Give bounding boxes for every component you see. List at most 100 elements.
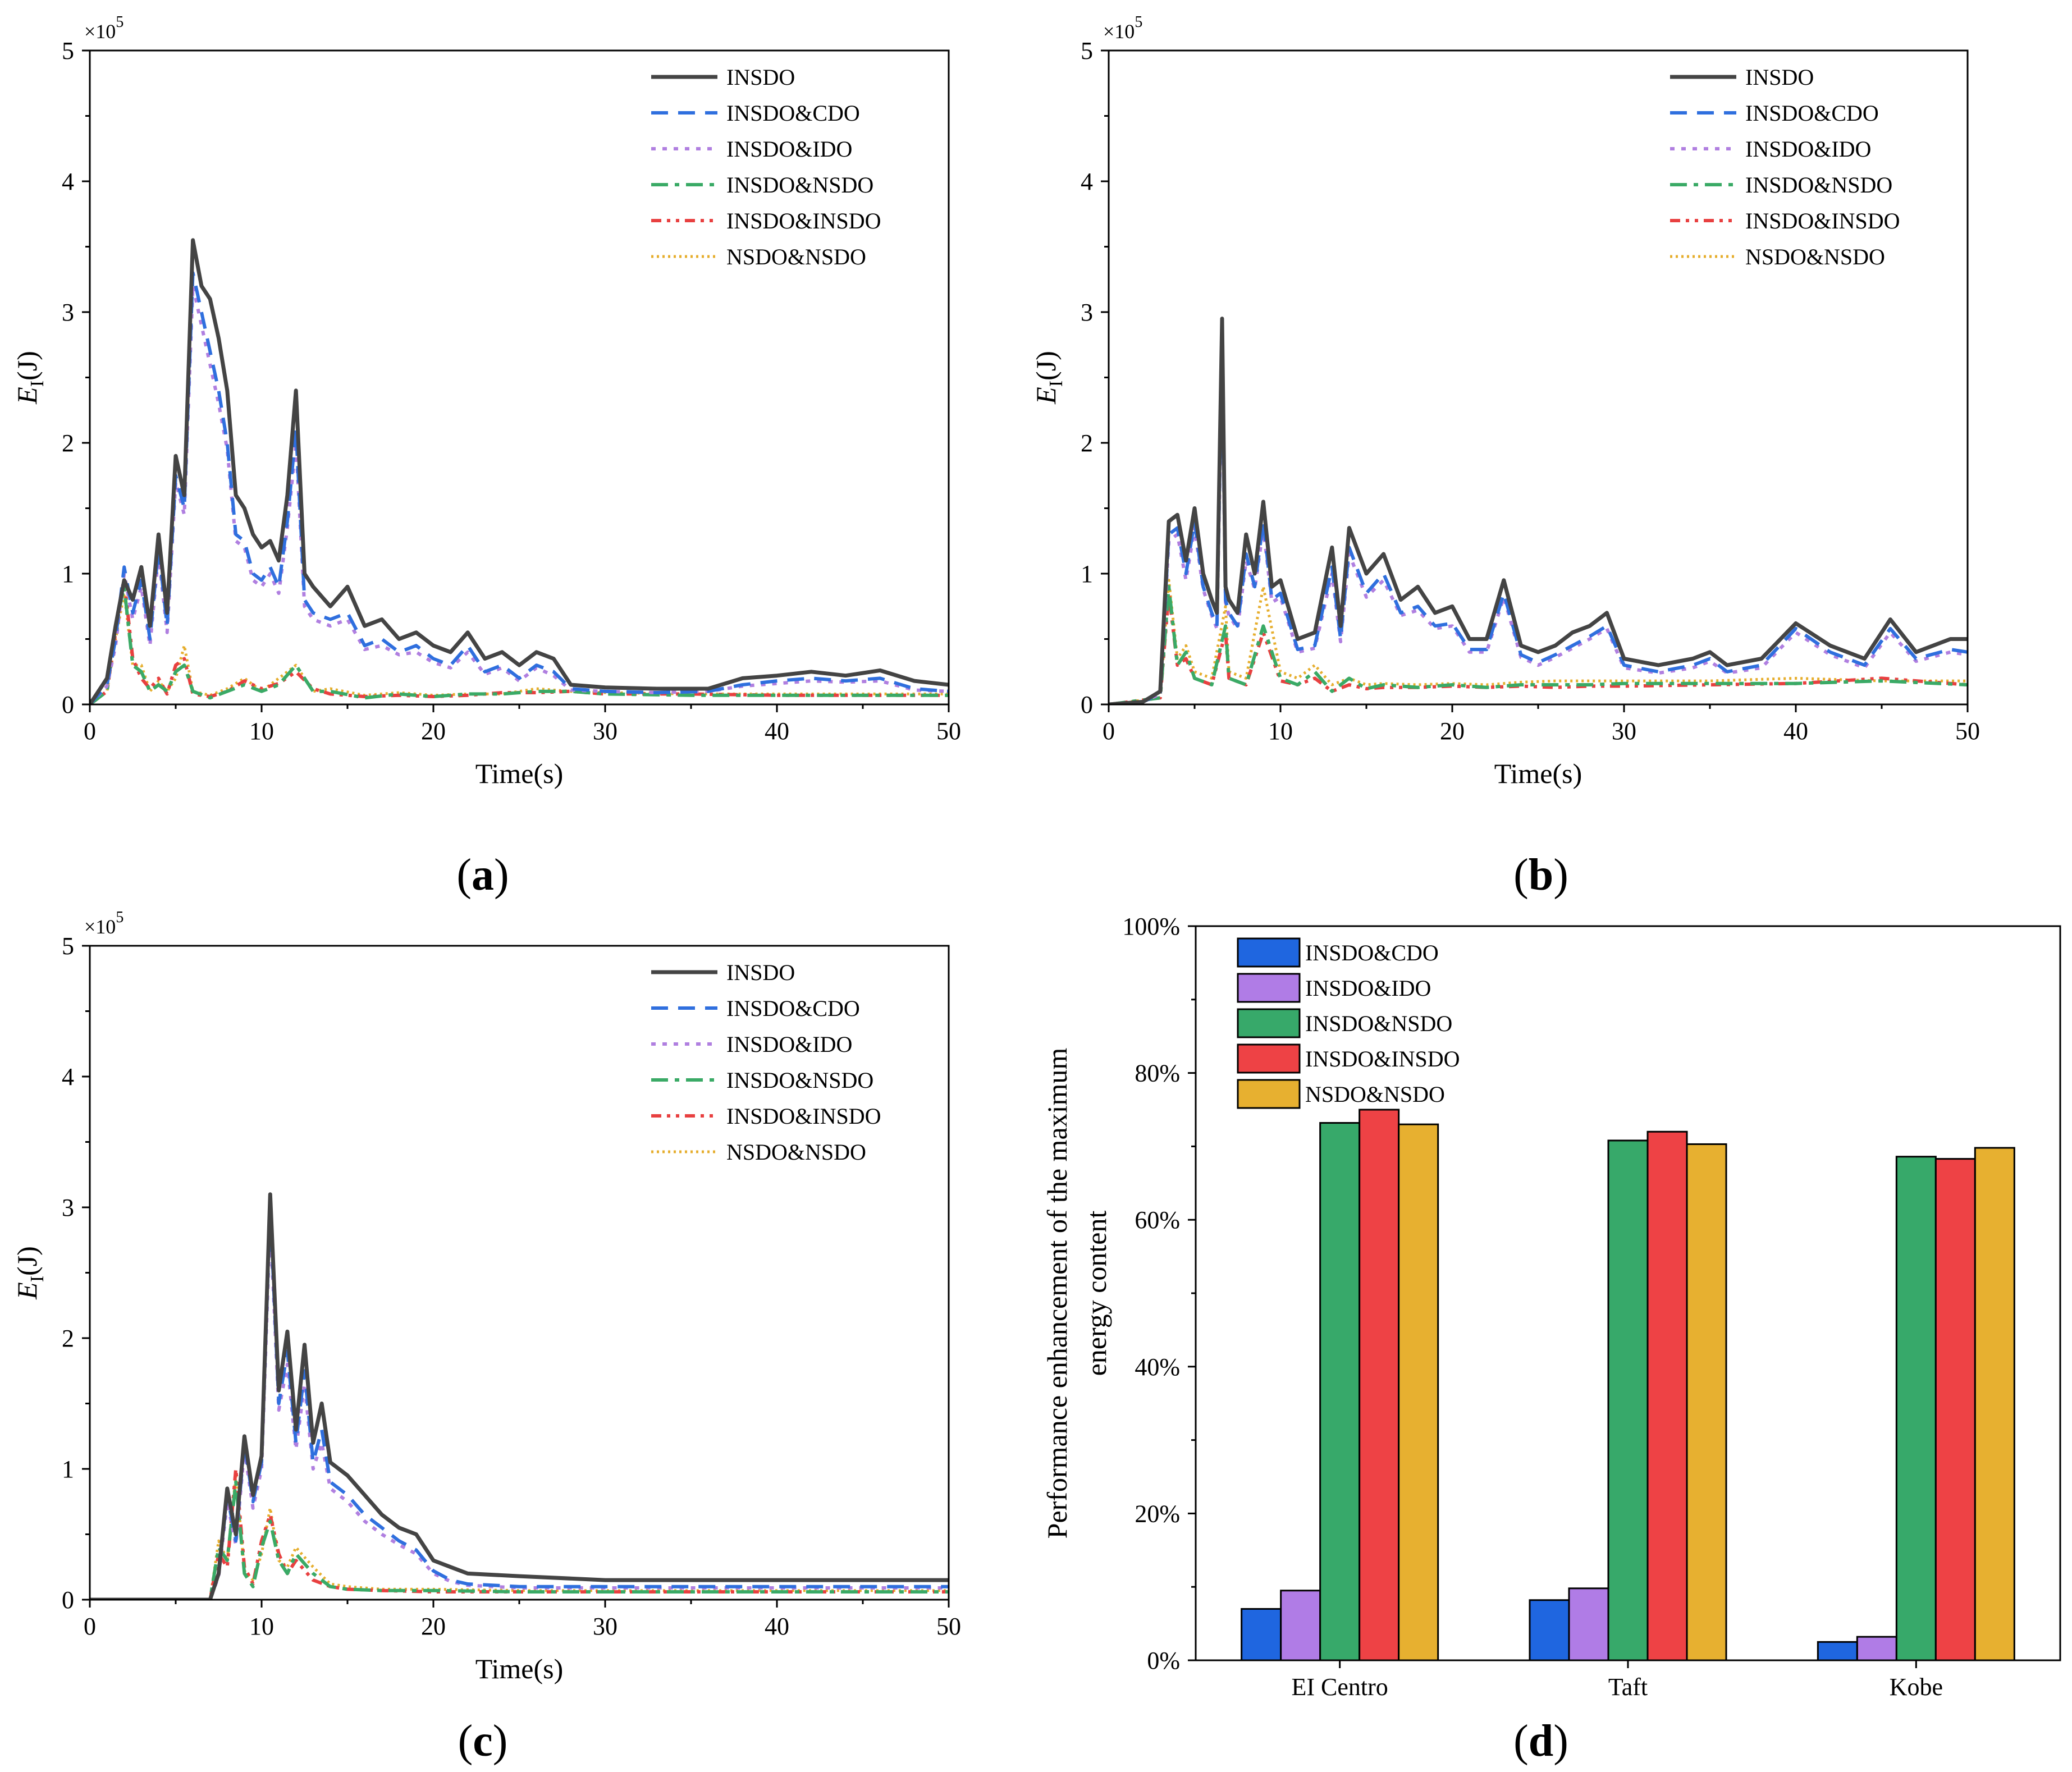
x-tick-label: 10 [249,1613,274,1640]
legend-swatch [1237,937,1301,968]
legend-label: INSDO&CDO [726,100,860,126]
y-tick-label: 3 [1081,299,1093,326]
y-axis-title-line1: Performance enhancement of the maximum [1041,1048,1073,1539]
legend-label: INSDO&CDO [1745,100,1879,126]
y-multiplier: ×105 [84,13,124,43]
legend-label: INSDO&IDO [1305,976,1431,1001]
y-tick-label: 100% [1122,913,1180,940]
bar-insdo-ido-ei-centro [1280,1590,1321,1661]
y-tick-label: 1 [1081,560,1093,588]
y-tick-label: 2 [1081,429,1093,457]
series-line-nsdo-nsdo [90,1474,949,1600]
bar-insdo-cdo-kobe [1817,1641,1858,1661]
legend: INSDO INSDO&CDO INSDO&IDO INSDO&NSDO INSDO&I… [651,65,881,269]
bar-insdo-nsdo-taft [1607,1139,1649,1661]
x-tick-label: 40 [765,1613,789,1640]
y-tick-label: 5 [62,932,74,960]
x-tick-label: 30 [593,1613,618,1640]
series-line-insdo-nsdo [90,1480,949,1600]
x-tick-label: 20 [421,717,446,745]
y-tick-label: 20% [1135,1500,1180,1527]
y-axis-title: EI(J) [1030,351,1067,405]
line-chart-panel-c: 0 10 20 30 40 50012345×105Time(s)EI(J)INSDOIN… [11,909,961,1766]
legend-label: INSDO [1745,65,1814,90]
x-tick-label: 0 [1103,717,1115,745]
series-line-insdo [90,238,949,704]
x-tick-label: 40 [765,717,789,745]
x-tick-label: 30 [1612,717,1636,745]
legend-label: NSDO&NSDO [726,244,866,269]
y-tick-label: 1 [62,560,74,588]
legend-label: INSDO&IDO [726,136,852,162]
y-tick-label: 4 [1081,168,1093,195]
legend-label: NSDO&NSDO [1745,244,1885,269]
x-tick-label: 50 [936,1613,961,1640]
legend: INSDO INSDO&CDO INSDO&IDO INSDO&NSDO INSDO&I… [651,960,881,1165]
bar-insdo-nsdo-kobe [1895,1156,1937,1661]
bar-nsdo-nsdo-ei-centro [1398,1123,1439,1661]
bar-insdo-ido-taft [1568,1587,1609,1661]
bar-insdo-nsdo-ei-centro [1319,1122,1361,1661]
series-line-insdo-nsdo [90,585,949,704]
bar-insdo-insdo-kobe [1934,1158,1976,1661]
legend-label: INSDO&INSDO [726,1104,881,1129]
category-label: Taft [1608,1673,1648,1701]
category-label: Kobe [1890,1673,1943,1701]
x-axis-title: Time(s) [475,1653,564,1684]
x-axis-title: Time(s) [475,758,564,789]
x-tick-label: 0 [84,717,96,745]
legend-label: INSDO&IDO [726,1032,852,1057]
legend-label: INSDO [726,65,795,90]
y-tick-label: 0 [62,1586,74,1614]
y-tick-label: 60% [1135,1206,1180,1234]
legend-label: INSDO&NSDO [726,1068,873,1093]
legend-label: INSDO&INSDO [1305,1046,1460,1072]
legend-label: NSDO&NSDO [1305,1082,1445,1107]
y-multiplier: ×105 [84,909,124,938]
bar-nsdo-nsdo-kobe [1974,1147,2015,1661]
legend-label: INSDO&NSDO [726,172,873,198]
legend-swatch [1237,1079,1301,1109]
x-tick-label: 10 [1268,717,1293,745]
bar-chart-panel-d: EI Centro Taft Kobe 0% 20% 40% 60% 80% 100% Perfo… [1041,913,2061,1766]
legend-swatch [1237,973,1301,1003]
x-tick-label: 50 [1955,717,1980,745]
legend: INSDO INSDO&CDO INSDO&IDO INSDO&NSDO INSDO&I… [1670,65,1900,269]
legend-label: INSDO&CDO [1305,940,1439,965]
y-tick-label: 5 [62,37,74,65]
legend-label: INSDO [726,960,795,985]
series-line-insdo-insdo [90,578,949,704]
legend-label: INSDO&CDO [726,996,860,1021]
x-tick-label: 0 [84,1613,96,1640]
y-axis-title-line2: energy content [1081,1210,1112,1376]
bar-nsdo-nsdo-taft [1686,1143,1727,1661]
y-tick-label: 80% [1135,1060,1180,1087]
bar-insdo-insdo-taft [1646,1130,1688,1661]
legend-label: INSDO&IDO [1745,136,1871,162]
y-tick-label: 2 [62,1325,74,1352]
y-tick-label: 3 [62,299,74,326]
y-axis-title: EI(J) [11,351,48,405]
panel-label: (d) [1513,1716,1568,1766]
series-line-insdo-nsdo [1109,585,1968,704]
x-tick-label: 40 [1783,717,1808,745]
legend-label: NSDO&NSDO [726,1139,866,1165]
y-tick-label: 5 [1081,37,1093,65]
legend-label: INSDO&INSDO [726,208,881,233]
bar-insdo-insdo-ei-centro [1359,1109,1400,1661]
x-tick-label: 50 [936,717,961,745]
x-tick-label: 20 [1440,717,1465,745]
y-tick-label: 2 [62,429,74,457]
series-line-insdo-cdo [1109,349,1968,704]
line-chart-panel-a: 0 10 20 30 40 50012345×105Time(s)EI(J)INSDOIN… [11,13,961,900]
x-tick-label: 10 [249,717,274,745]
legend-label: INSDO&INSDO [1745,208,1900,233]
series-line-insdo-ido [1109,363,1968,704]
category-label: EI Centro [1292,1673,1388,1701]
x-tick-label: 20 [421,1613,446,1640]
bar-insdo-cdo-taft [1529,1599,1570,1661]
y-tick-label: 1 [62,1455,74,1483]
y-tick-label: 4 [62,168,74,195]
y-multiplier: ×105 [1103,13,1142,43]
series-line-nsdo-nsdo [90,592,949,704]
